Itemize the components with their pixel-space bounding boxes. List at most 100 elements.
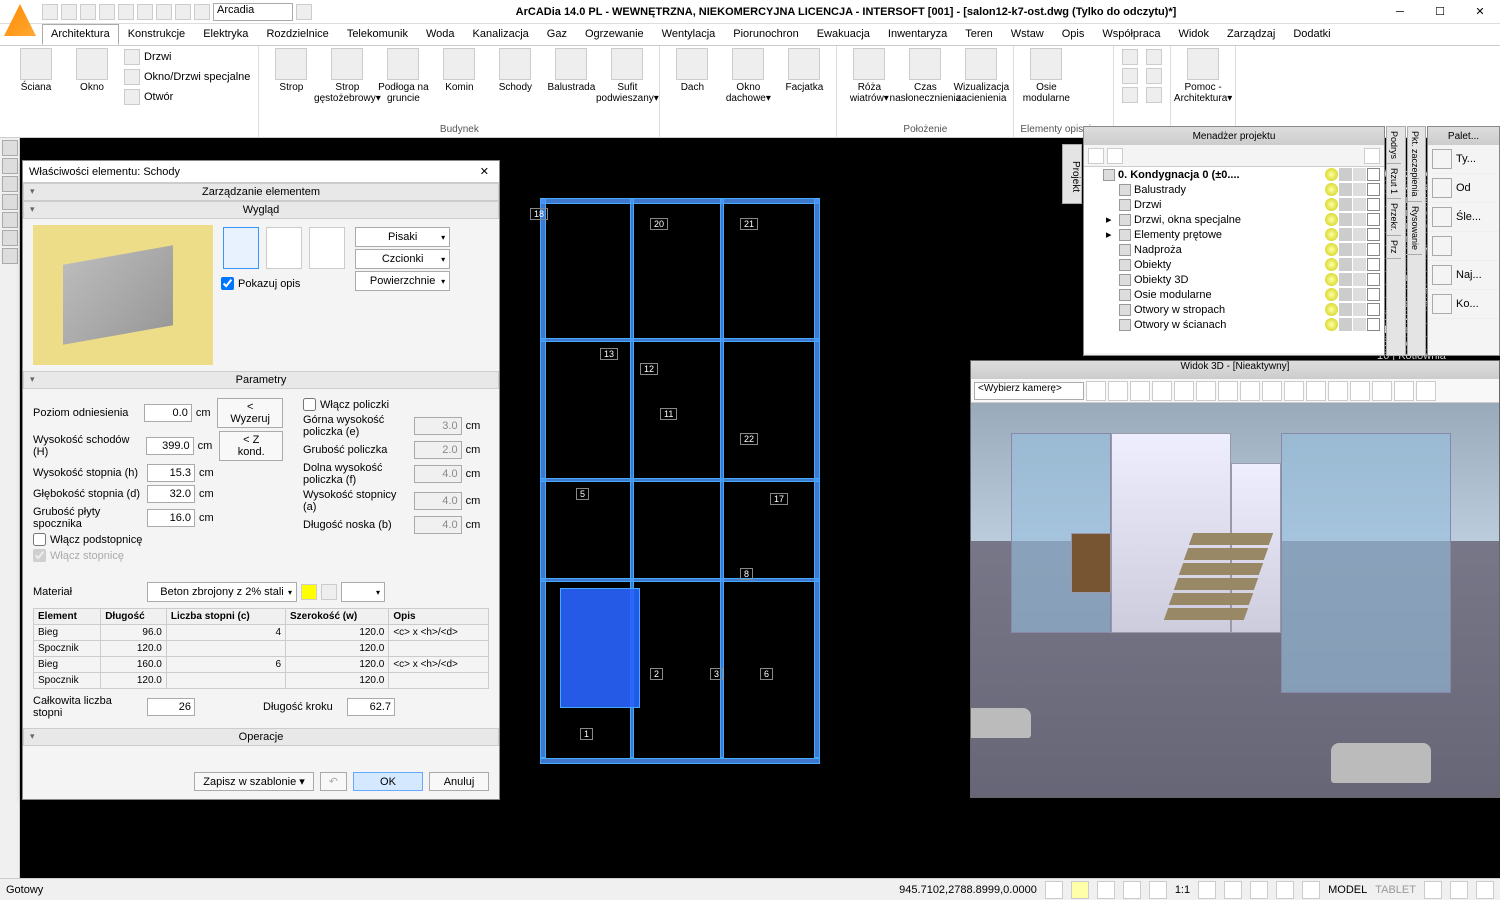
- tree-row[interactable]: Obiekty: [1084, 257, 1384, 272]
- polar-icon[interactable]: [1123, 881, 1141, 899]
- tree-row[interactable]: Drzwi: [1084, 197, 1384, 212]
- ribbon-tab[interactable]: Ogrzewanie: [576, 24, 653, 45]
- v3-tool-icon[interactable]: [1372, 381, 1392, 401]
- pm-side-tab[interactable]: Podrys: [1387, 127, 1401, 164]
- ribbon-button[interactable]: Okno dachowe▾: [722, 48, 774, 104]
- tool-icon[interactable]: [2, 230, 18, 246]
- tree-row[interactable]: Balustrady: [1084, 182, 1384, 197]
- sb-icon[interactable]: [1250, 881, 1268, 899]
- palette-side-tab[interactable]: Rysowanie: [1408, 202, 1422, 255]
- ribbon-tab[interactable]: Współpraca: [1093, 24, 1169, 45]
- wall-button[interactable]: Ściana: [10, 48, 62, 93]
- tree-row[interactable]: ▸Drzwi, okna specjalne: [1084, 212, 1384, 227]
- tree-row[interactable]: Nadproża: [1084, 242, 1384, 257]
- qat-palette-icon[interactable]: [296, 4, 312, 20]
- ribbon-button[interactable]: Czas nasłonecznienia: [899, 48, 951, 104]
- opening-button[interactable]: Otwór: [122, 88, 252, 106]
- section-header[interactable]: Operacje: [23, 728, 499, 746]
- sb-icon[interactable]: [1276, 881, 1294, 899]
- table-row[interactable]: Bieg160.06120.0<c> x <h>/<d>: [34, 657, 489, 673]
- sb-icon[interactable]: [1424, 881, 1442, 899]
- qat-undo-icon[interactable]: [118, 4, 134, 20]
- stair-type-icon[interactable]: [223, 227, 259, 269]
- v3-tool-icon[interactable]: [1196, 381, 1216, 401]
- save-template-button[interactable]: Zapisz w szablonie ▾: [194, 772, 314, 791]
- qat-bulb-icon[interactable]: [156, 4, 172, 20]
- tree-row[interactable]: ▸Elementy prętowe: [1084, 227, 1384, 242]
- door-button[interactable]: Drzwi: [122, 48, 252, 66]
- pm-filter-icon[interactable]: [1364, 148, 1380, 164]
- minimize-button[interactable]: ─: [1380, 0, 1420, 24]
- status-model[interactable]: MODEL: [1328, 884, 1367, 896]
- stringers-checkbox[interactable]: [303, 398, 316, 411]
- ribbon-tab[interactable]: Teren: [956, 24, 1002, 45]
- ribbon-button[interactable]: Dach: [666, 48, 718, 93]
- palette-item[interactable]: Od: [1428, 174, 1499, 203]
- grid-icon[interactable]: [1071, 881, 1089, 899]
- camera-combo[interactable]: <Wybierz kamerę>: [974, 382, 1084, 400]
- param-button[interactable]: < Wyzeruj: [217, 398, 283, 428]
- ribbon-tab[interactable]: Telekomunik: [338, 24, 417, 45]
- ribbon-tab[interactable]: Wstaw: [1002, 24, 1053, 45]
- ribbon-tab[interactable]: Zarządzaj: [1218, 24, 1284, 45]
- surfaces-combo[interactable]: Powierzchnie: [355, 271, 450, 291]
- status-tablet[interactable]: TABLET: [1375, 884, 1416, 896]
- ribbon-tab[interactable]: Gaz: [538, 24, 576, 45]
- tool-icon[interactable]: [2, 248, 18, 264]
- v3-tool-icon[interactable]: [1086, 381, 1106, 401]
- qat-save-icon[interactable]: [80, 4, 96, 20]
- cancel-button[interactable]: Anuluj: [429, 772, 489, 791]
- material-combo[interactable]: Beton zbrojony z 2% stali: [147, 582, 297, 602]
- v3-tool-icon[interactable]: [1152, 381, 1172, 401]
- ribbon-button[interactable]: Pomoc - Architektura▾: [1177, 48, 1229, 104]
- pens-combo[interactable]: Pisaki: [355, 227, 450, 247]
- sb-icon[interactable]: [1450, 881, 1468, 899]
- ribbon-button[interactable]: Róża wiatrów▾: [843, 48, 895, 104]
- pm-tool-icon[interactable]: [1088, 148, 1104, 164]
- material-edit-icon[interactable]: [321, 584, 337, 600]
- ribbon-button[interactable]: Strop: [265, 48, 317, 93]
- palette-item[interactable]: Naj...: [1428, 261, 1499, 290]
- table-row[interactable]: Spocznik120.0120.0: [34, 641, 489, 657]
- palette-item[interactable]: Ty...: [1428, 145, 1499, 174]
- v3-tool-icon[interactable]: [1350, 381, 1370, 401]
- section-header[interactable]: Parametry: [23, 371, 499, 389]
- v3-tool-icon[interactable]: [1416, 381, 1436, 401]
- v3-tool-icon[interactable]: [1108, 381, 1128, 401]
- ribbon-button[interactable]: Podłoga na gruncie: [377, 48, 429, 104]
- qat-layer-icon[interactable]: [194, 4, 210, 20]
- tool-icon[interactable]: [2, 212, 18, 228]
- undo-button[interactable]: ↶: [320, 772, 347, 791]
- osnap-icon[interactable]: [1149, 881, 1167, 899]
- ribbon-button[interactable]: Strop gęstożebrowy▾: [321, 48, 373, 104]
- qat-redo-icon[interactable]: [137, 4, 153, 20]
- ribbon-tab[interactable]: Opis: [1053, 24, 1094, 45]
- pm-tree[interactable]: 0. Kondygnacja 0 (±0....BalustradyDrzwi▸…: [1084, 167, 1384, 353]
- v3-tool-icon[interactable]: [1218, 381, 1238, 401]
- param-input[interactable]: [146, 437, 194, 455]
- tree-row[interactable]: 0. Kondygnacja 0 (±0....: [1084, 167, 1384, 182]
- ribbon-tab[interactable]: Elektryka: [194, 24, 257, 45]
- sb-icon[interactable]: [1302, 881, 1320, 899]
- v3-tool-icon[interactable]: [1262, 381, 1282, 401]
- ribbon-tab[interactable]: Rozdzielnice: [257, 24, 337, 45]
- param-input[interactable]: [144, 404, 192, 422]
- ribbon-tab[interactable]: Piorunochron: [724, 24, 807, 45]
- ribbon-tab[interactable]: Architektura: [42, 24, 119, 45]
- ribbon-tab[interactable]: Wentylacja: [653, 24, 725, 45]
- tool-icon[interactable]: [2, 194, 18, 210]
- hatch-combo[interactable]: [341, 582, 385, 602]
- v3-tool-icon[interactable]: [1306, 381, 1326, 401]
- stair-type-icon[interactable]: [266, 227, 302, 269]
- sb-icon[interactable]: [1198, 881, 1216, 899]
- palette-item[interactable]: [1428, 232, 1499, 261]
- section-header[interactable]: Wygląd: [23, 201, 499, 219]
- ribbon-tab[interactable]: Woda: [417, 24, 464, 45]
- ok-button[interactable]: OK: [353, 772, 423, 791]
- window-button[interactable]: Okno: [66, 48, 118, 93]
- maximize-button[interactable]: ☐: [1420, 0, 1460, 24]
- sb-icon[interactable]: [1476, 881, 1494, 899]
- ribbon-button[interactable]: Komin: [433, 48, 485, 93]
- tree-row[interactable]: Osie modularne: [1084, 287, 1384, 302]
- param-input[interactable]: [147, 464, 195, 482]
